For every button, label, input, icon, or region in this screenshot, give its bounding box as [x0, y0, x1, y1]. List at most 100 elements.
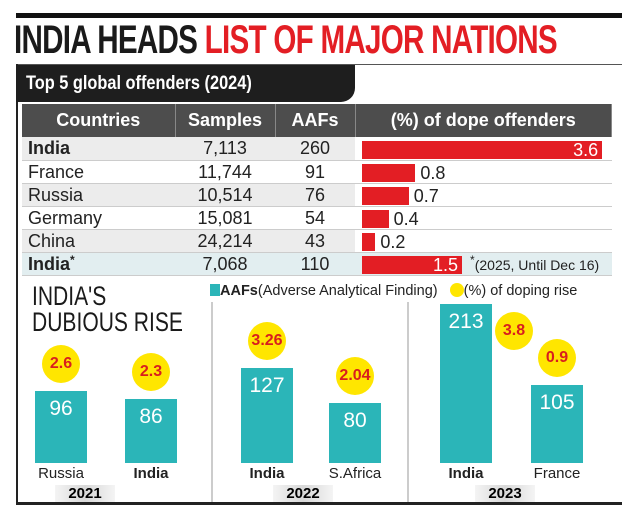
section-title-text: INDIA'S DUBIOUS RISE	[32, 281, 183, 337]
panel-divider	[407, 302, 409, 502]
country-label: France	[533, 465, 581, 482]
country-label: S.Africa	[328, 465, 382, 482]
section-title-line2: DUBIOUS RISE	[32, 307, 183, 337]
country-label: India	[133, 465, 169, 482]
aafs-bar: 105	[531, 384, 583, 463]
asterisk: *	[470, 252, 475, 267]
samples-cell: 11,744	[175, 160, 275, 184]
pct-cell: 0.2	[355, 229, 612, 253]
country-cell: Russia	[22, 183, 175, 207]
legend-swatch-rise	[449, 283, 464, 297]
pct-label: 0.4	[393, 208, 419, 229]
section-title-line1: INDIA'S	[32, 281, 107, 311]
pct-cell: 0.8	[355, 160, 612, 184]
country-cell: India*	[22, 252, 175, 276]
column-header: AAFs	[275, 104, 356, 137]
table-title: Top 5 global offenders (2024)	[16, 65, 355, 102]
table-row: India 7,113 260 3.6	[22, 137, 612, 161]
rise-circle: 2.04	[336, 357, 374, 396]
table-title-text: Top 5 global offenders (2024)	[26, 73, 252, 94]
column-header: (%) of dope offenders	[355, 104, 612, 137]
header-row: Countries Samples AAFs (%) of dope offender…	[22, 104, 612, 137]
pct-label: 0.7	[413, 185, 439, 206]
year-label: 2022	[273, 485, 333, 502]
column-header: Samples	[175, 104, 276, 137]
aafs-bar: 96	[35, 391, 87, 463]
country-name: China	[28, 230, 76, 251]
table-row: France 11,744 91 0.8	[22, 160, 612, 184]
table-row: Germany 15,081 54 0.4	[22, 206, 612, 230]
rise-circle: 3.8	[495, 312, 533, 351]
year-label: 2023	[475, 485, 535, 502]
rise-circle: 0.9	[538, 338, 576, 377]
section-title: INDIA'S DUBIOUS RISE	[32, 281, 183, 337]
pct-cell: 0.4	[355, 206, 612, 230]
pct-bar: 1.5	[362, 254, 463, 275]
pct-label: 3.6	[573, 139, 599, 160]
country-name: India	[28, 253, 71, 274]
pct-cell: 3.6	[355, 137, 612, 161]
samples-cell: 7,113	[175, 137, 275, 161]
offenders-table: Countries Samples AAFs (%) of dope offender…	[22, 104, 612, 276]
top-rule	[16, 13, 622, 18]
legend-aafs-desc: (Adverse Analytical Finding)	[257, 283, 438, 299]
headline: INDIA HEADS LIST OF MAJOR NATIONS	[14, 18, 558, 62]
pct-bar	[362, 232, 376, 251]
pct-cell: 1.5 *(2025, Until Dec 16)	[355, 252, 612, 276]
legend: AAFs(Adverse Analytical Finding) (%) of …	[210, 283, 577, 300]
legend-rise: (%) of doping rise	[463, 283, 578, 299]
country-cell: Germany	[22, 206, 175, 230]
pct-bar	[362, 163, 416, 182]
country-label: Russia	[38, 465, 84, 482]
aafs-bar: 86	[125, 398, 177, 463]
table-row: China 24,214 43 0.2	[22, 229, 612, 253]
panel-divider	[211, 302, 213, 502]
country-name: India	[28, 138, 71, 159]
aafs-cell: 260	[275, 137, 355, 161]
asterisk: *	[70, 252, 75, 267]
headline-black: INDIA HEADS	[14, 18, 198, 62]
samples-cell: 7,068	[175, 252, 275, 276]
pct-cell: 0.7	[355, 183, 612, 207]
country-cell: France	[22, 160, 175, 184]
aafs-cell: 91	[275, 160, 355, 184]
country-name: France	[28, 161, 85, 182]
aafs-cell: 43	[275, 229, 355, 253]
divider	[16, 64, 622, 65]
bottom-rule	[16, 502, 622, 505]
country-name: Russia	[28, 184, 84, 205]
aafs-bar: 213	[440, 304, 492, 463]
rise-circle: 2.6	[42, 345, 80, 384]
pct-label: 0.2	[380, 231, 406, 252]
aafs-cell: 54	[275, 206, 355, 230]
aafs-bar: 127	[241, 368, 293, 463]
rise-circle: 2.3	[132, 352, 170, 391]
footnote: *(2025, Until Dec 16)	[470, 254, 600, 273]
column-header: Countries	[22, 104, 176, 137]
headline-red: LIST OF MAJOR NATIONS	[204, 18, 558, 62]
samples-cell: 15,081	[175, 206, 275, 230]
pct-bar	[362, 186, 409, 205]
country-cell: China	[22, 229, 175, 253]
left-border	[16, 64, 18, 504]
country-label: India	[249, 465, 285, 482]
aafs-cell: 76	[275, 183, 355, 207]
country-cell: India	[22, 137, 175, 161]
legend-aafs: AAFs	[220, 283, 258, 299]
rise-circle: 3.26	[248, 322, 286, 361]
pct-label: 1.5	[433, 254, 459, 275]
country-label: India	[448, 465, 484, 482]
pct-label: 0.8	[420, 162, 446, 183]
aafs-bar: 80	[329, 403, 381, 463]
table-row: Russia 10,514 76 0.7	[22, 183, 612, 207]
aafs-cell: 110	[275, 252, 355, 276]
year-label: 2021	[55, 485, 115, 502]
samples-cell: 10,514	[175, 183, 275, 207]
legend-swatch-aafs	[210, 284, 220, 296]
table-row: India* 7,068 110 1.5 *(2025, Until Dec 16)	[22, 252, 612, 276]
country-name: Germany	[28, 207, 103, 228]
footnote-text: (2025, Until Dec 16)	[474, 256, 600, 273]
pct-bar: 3.6	[362, 139, 603, 160]
pct-bar	[362, 209, 389, 228]
samples-cell: 24,214	[175, 229, 275, 253]
